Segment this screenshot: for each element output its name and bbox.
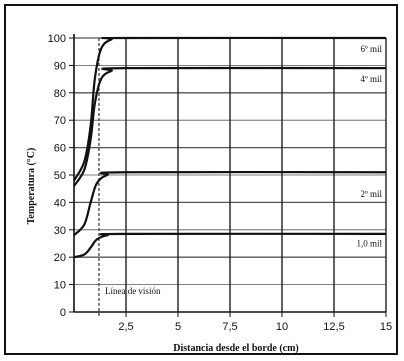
y-axis-title: Temperatura (°C): [26, 148, 37, 225]
y-tick-label: 40: [54, 197, 66, 209]
y-tick-label: 30: [54, 225, 66, 237]
series-lines: [73, 36, 387, 259]
y-tick-label: 100: [48, 33, 66, 45]
y-tick-label: 10: [54, 280, 66, 292]
y-tick-label: 70: [54, 115, 66, 127]
y-tick-label: 0: [60, 307, 66, 319]
x-tick-label: 2,5: [118, 321, 133, 333]
axes: [73, 34, 386, 313]
vision-line-label: Línea de visión: [105, 286, 161, 296]
series-line: [73, 170, 387, 237]
x-tick-label: 7,5: [222, 321, 237, 333]
tick-labels: 0 10 20 30 40 50 60 70 80 90 100 2,5 5 7,5 10 12,5 15: [48, 33, 392, 333]
y-tick-label: 50: [54, 170, 66, 182]
series-label-bg: [338, 42, 384, 55]
y-tick-label: 90: [54, 60, 66, 72]
y-tick-label: 20: [54, 252, 66, 264]
annotations: Línea de visión 6º mil 4º mil 2º mil 1,0 mil: [105, 42, 384, 296]
series-label: 4º mil: [360, 74, 382, 84]
series-label-bg: [338, 73, 384, 86]
x-tick-label: 15: [380, 321, 392, 333]
x-tick-label: 5: [175, 321, 181, 333]
series-line: [73, 36, 387, 182]
series-label: 6º mil: [360, 44, 382, 54]
y-tick-label: 60: [54, 143, 66, 155]
series-label-bg: [338, 188, 384, 201]
chart-frame: [4, 4, 398, 355]
x-axis-title: Distancia desde el borde (cm): [173, 343, 299, 354]
x-tick-label: 10: [276, 321, 288, 333]
series-label: 1,0 mil: [356, 239, 382, 249]
series-line: [73, 232, 387, 259]
x-tick-label: 12,5: [323, 321, 344, 333]
y-tick-label: 80: [54, 88, 66, 100]
series-label-bg: [338, 237, 384, 250]
series-label: 2º mil: [360, 189, 382, 199]
series-line: [73, 66, 387, 187]
